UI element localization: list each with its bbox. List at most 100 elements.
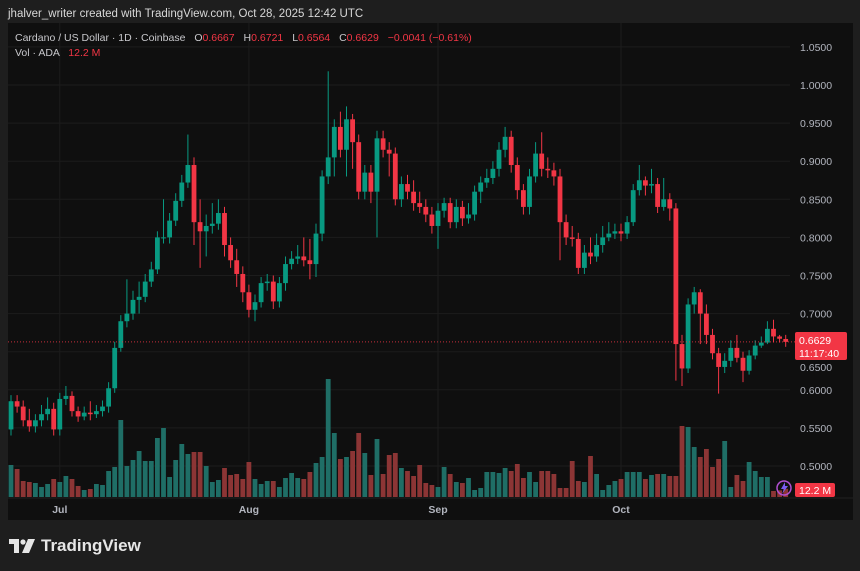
candle[interactable] [704,304,709,345]
candle[interactable] [258,277,264,308]
candle[interactable] [478,176,484,204]
candle[interactable] [148,261,154,287]
candle[interactable] [112,341,118,393]
candle[interactable] [380,130,386,158]
candle[interactable] [197,199,203,268]
candle[interactable] [191,157,197,246]
candle[interactable] [716,347,721,394]
candle[interactable] [600,225,606,253]
candle[interactable] [508,130,514,173]
candle[interactable] [527,168,532,215]
candle[interactable] [87,401,93,421]
candle[interactable] [20,400,26,427]
candle[interactable] [124,279,130,328]
candle[interactable] [643,176,648,196]
candle[interactable] [710,328,715,360]
candle[interactable] [594,233,599,262]
candle[interactable] [533,142,538,183]
candle[interactable] [765,321,770,345]
candle[interactable] [496,142,502,177]
candle[interactable] [606,222,612,242]
candle[interactable] [136,281,142,314]
candle[interactable] [618,223,624,242]
candle[interactable] [484,168,490,188]
candle[interactable] [636,165,642,196]
candle[interactable] [417,191,423,214]
candle[interactable] [350,113,355,169]
candle[interactable] [551,162,557,186]
candle[interactable] [557,168,563,261]
candle[interactable] [679,334,685,386]
candle[interactable] [466,203,471,224]
candle[interactable] [209,203,215,234]
candle[interactable] [734,334,740,363]
candle[interactable] [649,168,654,194]
candle[interactable] [502,126,508,158]
candle[interactable] [167,213,172,244]
candle[interactable] [155,231,160,274]
candle[interactable] [325,71,331,185]
candle[interactable] [75,406,81,422]
candle[interactable] [344,106,349,177]
candle[interactable] [130,290,136,320]
candle[interactable] [264,273,270,291]
candle[interactable] [771,319,776,343]
candle[interactable] [374,130,380,238]
candle[interactable] [612,223,618,239]
symbol-title[interactable]: Cardano / US Dollar · 1D · Coinbase [15,32,186,44]
candle[interactable] [222,206,227,257]
candle[interactable] [368,165,374,204]
candle[interactable] [722,353,728,374]
candle[interactable] [118,315,124,352]
candle[interactable] [228,237,233,268]
candle[interactable] [539,132,545,177]
candle[interactable] [289,251,294,270]
candle[interactable] [624,216,630,239]
candle[interactable] [57,392,63,436]
candle[interactable] [307,238,313,280]
candle[interactable] [521,184,526,215]
candle[interactable] [728,340,734,367]
candle[interactable] [100,400,105,417]
candle[interactable] [740,351,746,383]
candle[interactable] [405,174,410,200]
candle[interactable] [429,206,435,234]
candle[interactable] [673,203,679,381]
candle[interactable] [777,334,782,343]
candle[interactable] [514,157,520,200]
candle[interactable] [185,134,191,188]
candle[interactable] [51,402,57,436]
candle[interactable] [39,405,44,427]
candle[interactable] [283,256,288,291]
candle[interactable] [81,406,87,421]
candle[interactable] [575,232,581,274]
candle[interactable] [490,161,496,185]
candle[interactable] [386,142,392,177]
candle[interactable] [179,174,185,207]
candle[interactable] [582,245,587,274]
candle[interactable] [216,199,221,230]
candle[interactable] [338,111,343,158]
candle[interactable] [277,277,282,308]
candle[interactable] [447,197,453,229]
candle[interactable] [356,134,362,200]
candle[interactable] [697,289,703,345]
candle[interactable] [630,184,636,226]
tradingview-logo[interactable]: TradingView [9,536,141,556]
candle[interactable] [246,284,252,318]
candle[interactable] [295,245,301,265]
candle[interactable] [8,395,14,436]
lightning-icon[interactable] [776,480,792,496]
candle[interactable] [161,199,166,244]
candle[interactable] [453,199,459,229]
candle[interactable] [563,214,569,246]
candle[interactable] [26,408,32,432]
candle[interactable] [240,266,246,303]
candle[interactable] [203,214,209,257]
candle[interactable] [331,119,337,177]
candle[interactable] [69,391,75,417]
candle[interactable] [752,340,758,360]
candle[interactable] [313,223,319,278]
candle[interactable] [142,273,148,303]
